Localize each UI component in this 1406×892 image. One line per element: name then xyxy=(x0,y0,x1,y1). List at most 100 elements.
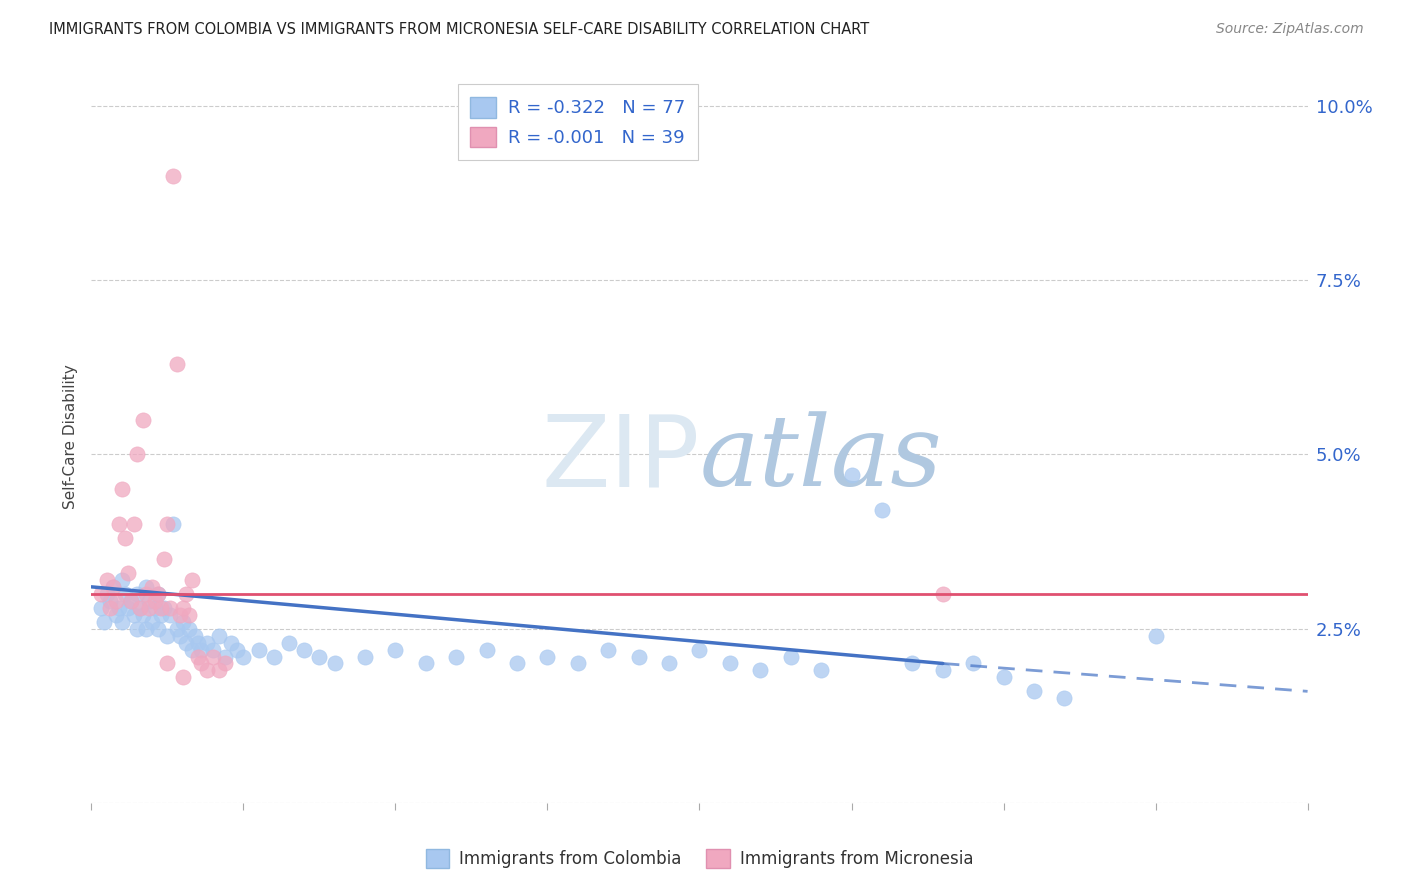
Point xyxy=(993,670,1015,684)
Point xyxy=(174,587,197,601)
Point xyxy=(114,531,136,545)
Point xyxy=(148,622,170,636)
Point xyxy=(96,587,118,601)
Y-axis label: Self-Care Disability: Self-Care Disability xyxy=(63,365,79,509)
Point xyxy=(901,657,924,671)
Point xyxy=(415,657,437,671)
Point xyxy=(117,566,139,580)
Point xyxy=(129,600,152,615)
Point xyxy=(153,600,176,615)
Point xyxy=(202,642,225,657)
Point xyxy=(104,607,127,622)
Point xyxy=(159,600,181,615)
Point xyxy=(122,517,145,532)
Point xyxy=(1053,691,1076,706)
Point xyxy=(962,657,984,671)
Point xyxy=(153,552,176,566)
Point xyxy=(148,587,170,601)
Legend: Immigrants from Colombia, Immigrants from Micronesia: Immigrants from Colombia, Immigrants fro… xyxy=(419,842,980,875)
Point xyxy=(101,580,124,594)
Point xyxy=(208,629,231,643)
Point xyxy=(506,657,529,671)
Point xyxy=(117,600,139,615)
Point xyxy=(89,587,111,601)
Point xyxy=(93,615,115,629)
Point xyxy=(98,600,121,615)
Point xyxy=(232,649,254,664)
Text: ZIP: ZIP xyxy=(541,410,699,508)
Point xyxy=(810,664,832,678)
Point xyxy=(870,503,893,517)
Point xyxy=(1022,684,1045,698)
Point xyxy=(177,622,200,636)
Point xyxy=(180,642,202,657)
Point xyxy=(308,649,330,664)
Point xyxy=(172,600,194,615)
Point xyxy=(187,649,209,664)
Point xyxy=(111,615,134,629)
Point xyxy=(180,573,202,587)
Point xyxy=(749,664,772,678)
Point xyxy=(162,169,184,183)
Point xyxy=(156,517,179,532)
Point xyxy=(141,615,163,629)
Point xyxy=(172,615,194,629)
Point xyxy=(98,594,121,608)
Point xyxy=(226,642,249,657)
Point xyxy=(138,594,160,608)
Point xyxy=(219,635,242,649)
Point xyxy=(132,607,155,622)
Point xyxy=(323,657,346,671)
Point xyxy=(159,607,181,622)
Point xyxy=(598,642,620,657)
Point xyxy=(135,622,157,636)
Point xyxy=(1144,629,1167,643)
Point xyxy=(172,670,194,684)
Point xyxy=(125,587,148,601)
Point xyxy=(169,629,191,643)
Point xyxy=(141,580,163,594)
Point xyxy=(156,657,179,671)
Point xyxy=(779,649,801,664)
Point xyxy=(292,642,315,657)
Point xyxy=(214,657,236,671)
Point xyxy=(111,483,134,497)
Point xyxy=(129,600,152,615)
Point xyxy=(96,573,118,587)
Point xyxy=(135,587,157,601)
Point xyxy=(166,622,188,636)
Point xyxy=(169,607,191,622)
Point xyxy=(177,607,200,622)
Point xyxy=(111,573,134,587)
Point xyxy=(536,649,558,664)
Point xyxy=(166,357,188,371)
Point xyxy=(931,664,953,678)
Point xyxy=(627,649,650,664)
Point xyxy=(148,587,170,601)
Point xyxy=(190,642,212,657)
Point xyxy=(104,594,127,608)
Point xyxy=(444,649,467,664)
Point xyxy=(125,622,148,636)
Point xyxy=(190,657,212,671)
Point xyxy=(122,607,145,622)
Text: Source: ZipAtlas.com: Source: ZipAtlas.com xyxy=(1216,22,1364,37)
Point xyxy=(841,468,863,483)
Point xyxy=(143,594,166,608)
Point xyxy=(718,657,741,671)
Point xyxy=(475,642,498,657)
Text: atlas: atlas xyxy=(699,411,942,507)
Point xyxy=(132,412,155,426)
Point xyxy=(120,594,142,608)
Point xyxy=(107,517,129,532)
Point xyxy=(150,600,173,615)
Point xyxy=(114,587,136,601)
Point xyxy=(125,448,148,462)
Point xyxy=(354,649,377,664)
Point xyxy=(135,580,157,594)
Point xyxy=(202,649,225,664)
Point xyxy=(89,600,111,615)
Point xyxy=(187,635,209,649)
Point xyxy=(688,642,710,657)
Point xyxy=(658,657,681,671)
